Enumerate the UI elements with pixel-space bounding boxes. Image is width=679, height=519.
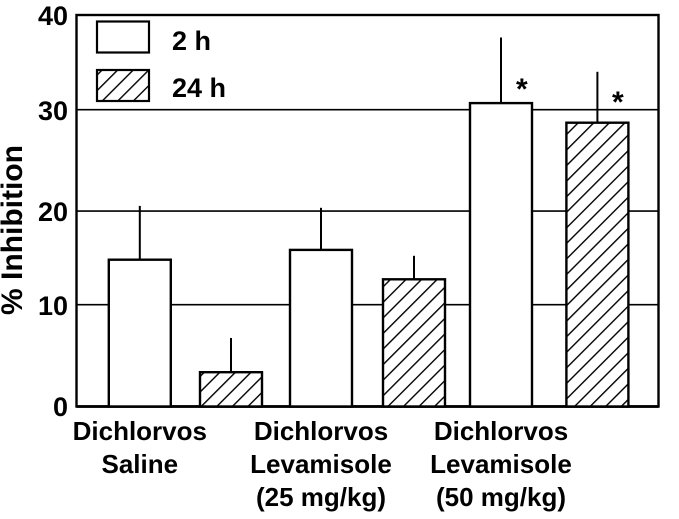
svg-text:(25 mg/kg): (25 mg/kg) — [256, 482, 386, 512]
svg-text:20: 20 — [38, 197, 68, 227]
svg-text:40: 40 — [38, 1, 68, 31]
svg-text:0: 0 — [53, 392, 68, 422]
svg-text:% Inhibition: % Inhibition — [0, 145, 29, 315]
svg-text:Dichlorvos: Dichlorvos — [73, 416, 207, 446]
svg-text:24 h: 24 h — [172, 73, 226, 103]
svg-text:10: 10 — [38, 291, 68, 321]
svg-text:2 h: 2 h — [172, 26, 211, 56]
svg-text:Levamisole: Levamisole — [430, 449, 572, 479]
svg-text:30: 30 — [38, 96, 68, 126]
svg-text:Levamisole: Levamisole — [250, 449, 392, 479]
svg-text:Dichlorvos: Dichlorvos — [434, 416, 568, 446]
svg-text:*: * — [612, 86, 624, 119]
svg-text:Saline: Saline — [102, 449, 179, 479]
svg-text:Dichlorvos: Dichlorvos — [254, 416, 388, 446]
svg-text:(50 mg/kg): (50 mg/kg) — [436, 482, 566, 512]
svg-text:*: * — [516, 73, 528, 106]
